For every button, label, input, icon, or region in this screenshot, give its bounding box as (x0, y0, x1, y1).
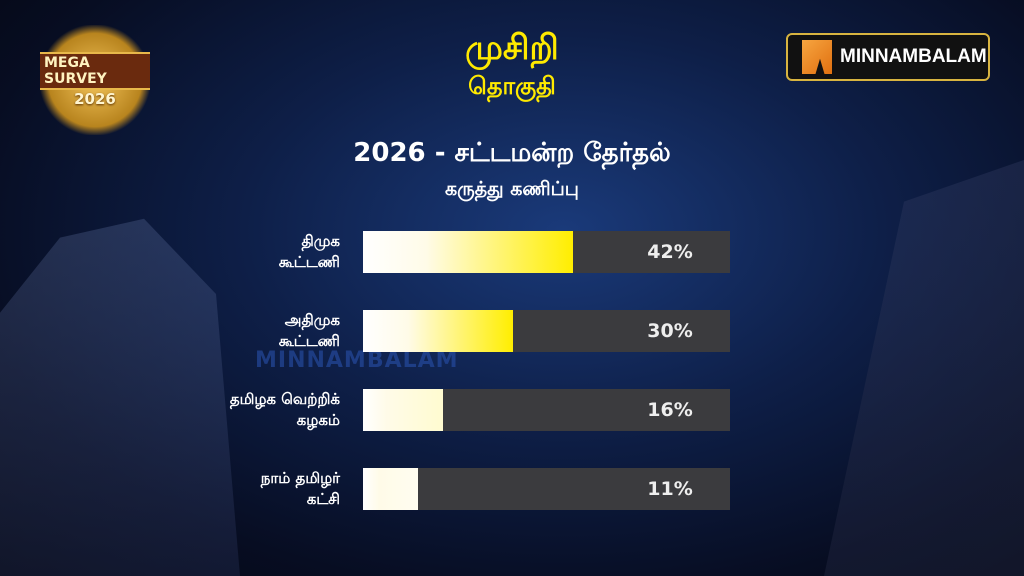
bar-row: நாம் தமிழர் கட்சி 11% (0, 468, 1024, 510)
bar (363, 389, 443, 431)
bar (363, 231, 573, 273)
category-label-line: கூட்டணி (278, 253, 340, 271)
watermark: MINNAMBALAM (255, 348, 459, 373)
category-label: திமுக கூட்டணி (140, 231, 340, 273)
value-label: 30% (647, 320, 693, 342)
category-label-line: கழகம் (296, 411, 340, 429)
chart-title: 2026 - சட்டமன்ற தேர்தல் (353, 138, 671, 168)
category-label: நாம் தமிழர் கட்சி (140, 468, 340, 510)
category-label-line: திமுக (301, 232, 340, 250)
minnambalam-logo: MINNAMBALAM (786, 33, 990, 81)
constituency-name: முசிறி (465, 28, 559, 68)
category-label-line: நாம் தமிழர் (260, 469, 340, 487)
chart-subtitle: கருத்து கணிப்பு (445, 178, 579, 200)
background-building (0, 218, 240, 576)
value-label: 16% (647, 399, 693, 421)
bar-row: அதிமுக கூட்டணி 30% (0, 310, 1024, 352)
bar-row: திமுக கூட்டணி 42% (0, 231, 1024, 273)
bar-track (363, 310, 730, 352)
badge-line1: MEGA SURVEY (40, 52, 150, 90)
background-voter (824, 160, 1024, 576)
bar (363, 468, 418, 510)
constituency-label: தொகுதி (468, 72, 556, 100)
bar (363, 310, 513, 352)
logo-icon (802, 40, 832, 74)
bar-row: தமிழக வெற்றிக் கழகம் 16% (0, 389, 1024, 431)
mega-survey-badge: MEGA SURVEY 2026 (40, 25, 150, 135)
category-label-line: கட்சி (306, 490, 340, 508)
bar-track (363, 468, 730, 510)
value-label: 11% (647, 478, 693, 500)
bar-track (363, 389, 730, 431)
bar-track (363, 231, 730, 273)
value-label: 42% (647, 241, 693, 263)
category-label: அதிமுக கூட்டணி (140, 310, 340, 352)
logo-text: MINNAMBALAM (840, 46, 987, 67)
category-label-line: அதிமுக (284, 311, 340, 329)
category-label-line: கூட்டணி (278, 332, 340, 350)
category-label-line: தமிழக வெற்றிக் (229, 390, 340, 408)
category-label: தமிழக வெற்றிக் கழகம் (140, 389, 340, 431)
badge-line2: 2026 (74, 90, 116, 108)
